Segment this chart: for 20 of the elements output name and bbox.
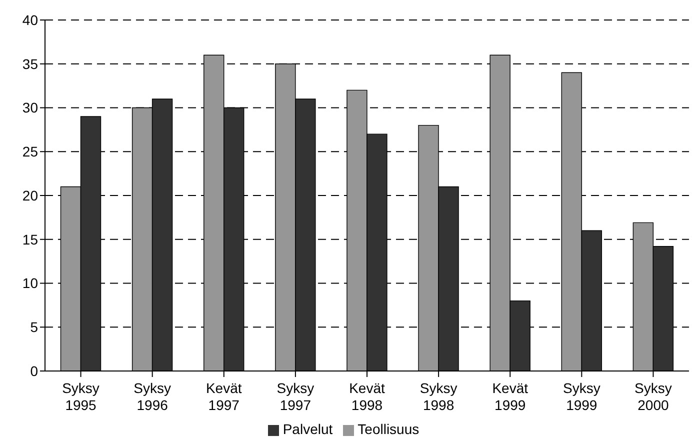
x-tick-label: Syksy 1997 bbox=[276, 380, 314, 413]
y-tick-label: 10 bbox=[22, 275, 38, 292]
x-tick-label: Syksy 1999 bbox=[562, 380, 600, 413]
y-tick-label: 40 bbox=[22, 12, 38, 28]
y-tick-label: 25 bbox=[22, 144, 38, 160]
y-tick-label: 30 bbox=[22, 100, 38, 116]
y-tick-label: 15 bbox=[22, 231, 38, 248]
x-tick-label: Kevät 1997 bbox=[206, 380, 242, 413]
y-tick-label: 20 bbox=[22, 187, 38, 204]
legend-label: Palvelut bbox=[282, 421, 333, 437]
x-tick-label: Syksy 2000 bbox=[634, 380, 672, 413]
y-tick-label: 5 bbox=[30, 319, 38, 336]
legend-label: Teollisuus bbox=[358, 421, 420, 437]
x-tick-label: Syksy 1995 bbox=[62, 380, 100, 413]
x-tick-label: Syksy 1998 bbox=[420, 380, 458, 413]
x-tick-label: Kevät 1998 bbox=[349, 380, 386, 413]
x-tick-label: Kevät 1999 bbox=[492, 380, 528, 413]
y-tick-label: 35 bbox=[22, 56, 38, 72]
x-tick-label: Syksy 1996 bbox=[134, 380, 172, 413]
y-tick-label: 0 bbox=[30, 362, 38, 379]
